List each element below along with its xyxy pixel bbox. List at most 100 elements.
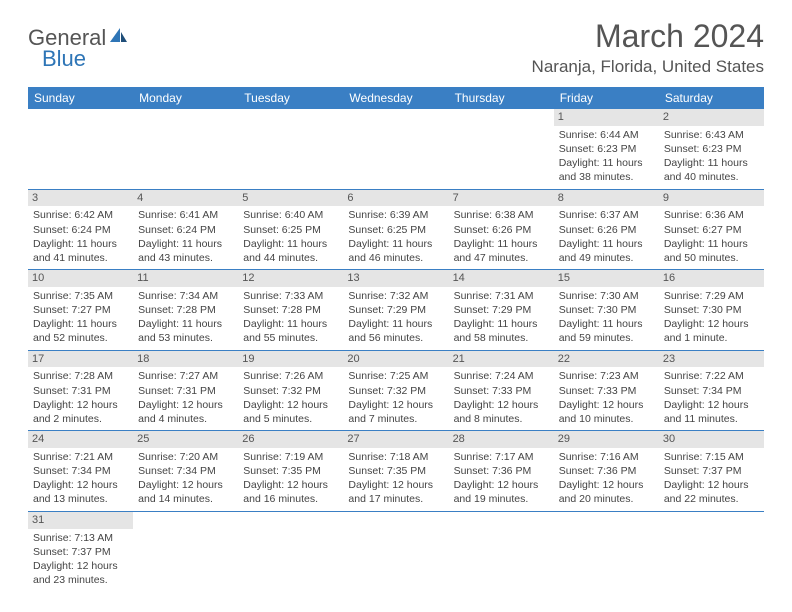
day-24: 24Sunrise: 7:21 AMSunset: 7:34 PMDayligh… [28,431,133,511]
day-number: 24 [28,431,133,448]
day-7: 7Sunrise: 6:38 AMSunset: 6:26 PMDaylight… [449,190,554,270]
day-number: 7 [449,190,554,207]
week-row: 10Sunrise: 7:35 AMSunset: 7:27 PMDayligh… [28,270,764,351]
sunset-line: Sunset: 7:31 PM [138,384,233,398]
daylight-line: Daylight: 12 hours and 5 minutes. [243,398,338,426]
day-14: 14Sunrise: 7:31 AMSunset: 7:29 PMDayligh… [449,270,554,350]
daylight-line: Daylight: 12 hours and 23 minutes. [33,559,128,587]
daylight-line: Daylight: 11 hours and 41 minutes. [33,237,128,265]
daylight-line: Daylight: 11 hours and 52 minutes. [33,317,128,345]
day-number: 12 [238,270,343,287]
weekday-header-row: SundayMondayTuesdayWednesdayThursdayFrid… [28,87,764,109]
day-number: 10 [28,270,133,287]
daylight-line: Daylight: 12 hours and 20 minutes. [559,478,654,506]
sunset-line: Sunset: 7:29 PM [454,303,549,317]
day-number: 26 [238,431,343,448]
daylight-line: Daylight: 11 hours and 40 minutes. [664,156,759,184]
daylight-line: Daylight: 12 hours and 16 minutes. [243,478,338,506]
daylight-line: Daylight: 12 hours and 4 minutes. [138,398,233,426]
sunrise-line: Sunrise: 6:42 AM [33,208,128,222]
day-9: 9Sunrise: 6:36 AMSunset: 6:27 PMDaylight… [659,190,764,270]
sunset-line: Sunset: 6:25 PM [348,223,443,237]
day-13: 13Sunrise: 7:32 AMSunset: 7:29 PMDayligh… [343,270,448,350]
day-number: 21 [449,351,554,368]
daylight-line: Daylight: 11 hours and 55 minutes. [243,317,338,345]
day-number: 8 [554,190,659,207]
sunrise-line: Sunrise: 7:27 AM [138,369,233,383]
day-number: 9 [659,190,764,207]
sunrise-line: Sunrise: 6:41 AM [138,208,233,222]
day-number: 25 [133,431,238,448]
daylight-line: Daylight: 12 hours and 11 minutes. [664,398,759,426]
weekday-monday: Monday [133,87,238,109]
logo-text-blue: Blue [42,46,86,72]
week-row: 17Sunrise: 7:28 AMSunset: 7:31 PMDayligh… [28,351,764,432]
weekday-sunday: Sunday [28,87,133,109]
sunrise-line: Sunrise: 7:28 AM [33,369,128,383]
sunset-line: Sunset: 7:30 PM [664,303,759,317]
daylight-line: Daylight: 12 hours and 19 minutes. [454,478,549,506]
day-number: 28 [449,431,554,448]
day-1: 1Sunrise: 6:44 AMSunset: 6:23 PMDaylight… [554,109,659,189]
sunrise-line: Sunrise: 6:40 AM [243,208,338,222]
day-number: 16 [659,270,764,287]
sunset-line: Sunset: 6:23 PM [559,142,654,156]
sunset-line: Sunset: 7:37 PM [664,464,759,478]
sunrise-line: Sunrise: 7:34 AM [138,289,233,303]
day-29: 29Sunrise: 7:16 AMSunset: 7:36 PMDayligh… [554,431,659,511]
sunrise-line: Sunrise: 7:29 AM [664,289,759,303]
day-31: 31Sunrise: 7:13 AMSunset: 7:37 PMDayligh… [28,512,133,592]
day-10: 10Sunrise: 7:35 AMSunset: 7:27 PMDayligh… [28,270,133,350]
day-17: 17Sunrise: 7:28 AMSunset: 7:31 PMDayligh… [28,351,133,431]
sunset-line: Sunset: 7:34 PM [664,384,759,398]
sunrise-line: Sunrise: 7:24 AM [454,369,549,383]
empty-cell [449,512,554,592]
day-23: 23Sunrise: 7:22 AMSunset: 7:34 PMDayligh… [659,351,764,431]
day-number: 22 [554,351,659,368]
sunrise-line: Sunrise: 7:32 AM [348,289,443,303]
empty-cell [554,512,659,592]
weekday-tuesday: Tuesday [238,87,343,109]
day-number: 29 [554,431,659,448]
day-number: 17 [28,351,133,368]
sunrise-line: Sunrise: 7:21 AM [33,450,128,464]
daylight-line: Daylight: 11 hours and 56 minutes. [348,317,443,345]
sunrise-line: Sunrise: 6:39 AM [348,208,443,222]
empty-cell [28,109,133,189]
sunrise-line: Sunrise: 7:13 AM [33,531,128,545]
day-16: 16Sunrise: 7:29 AMSunset: 7:30 PMDayligh… [659,270,764,350]
weekday-saturday: Saturday [659,87,764,109]
day-11: 11Sunrise: 7:34 AMSunset: 7:28 PMDayligh… [133,270,238,350]
sunset-line: Sunset: 7:35 PM [243,464,338,478]
sunset-line: Sunset: 7:36 PM [559,464,654,478]
day-5: 5Sunrise: 6:40 AMSunset: 6:25 PMDaylight… [238,190,343,270]
week-row: 1Sunrise: 6:44 AMSunset: 6:23 PMDaylight… [28,109,764,190]
sunrise-line: Sunrise: 7:31 AM [454,289,549,303]
daylight-line: Daylight: 11 hours and 59 minutes. [559,317,654,345]
daylight-line: Daylight: 11 hours and 50 minutes. [664,237,759,265]
weekday-friday: Friday [554,87,659,109]
day-number: 18 [133,351,238,368]
week-row: 31Sunrise: 7:13 AMSunset: 7:37 PMDayligh… [28,512,764,592]
header: General March 2024 Naranja, Florida, Uni… [28,18,764,77]
sunrise-line: Sunrise: 7:15 AM [664,450,759,464]
day-3: 3Sunrise: 6:42 AMSunset: 6:24 PMDaylight… [28,190,133,270]
empty-cell [133,109,238,189]
daylight-line: Daylight: 11 hours and 47 minutes. [454,237,549,265]
day-27: 27Sunrise: 7:18 AMSunset: 7:35 PMDayligh… [343,431,448,511]
empty-cell [449,109,554,189]
day-number: 6 [343,190,448,207]
sunset-line: Sunset: 7:34 PM [33,464,128,478]
sunrise-line: Sunrise: 6:44 AM [559,128,654,142]
sunset-line: Sunset: 7:28 PM [138,303,233,317]
day-20: 20Sunrise: 7:25 AMSunset: 7:32 PMDayligh… [343,351,448,431]
sunrise-line: Sunrise: 7:30 AM [559,289,654,303]
day-number: 15 [554,270,659,287]
sunrise-line: Sunrise: 6:37 AM [559,208,654,222]
daylight-line: Daylight: 11 hours and 46 minutes. [348,237,443,265]
calendar: SundayMondayTuesdayWednesdayThursdayFrid… [28,87,764,591]
empty-cell [343,109,448,189]
weekday-thursday: Thursday [449,87,554,109]
sunset-line: Sunset: 7:34 PM [138,464,233,478]
day-22: 22Sunrise: 7:23 AMSunset: 7:33 PMDayligh… [554,351,659,431]
